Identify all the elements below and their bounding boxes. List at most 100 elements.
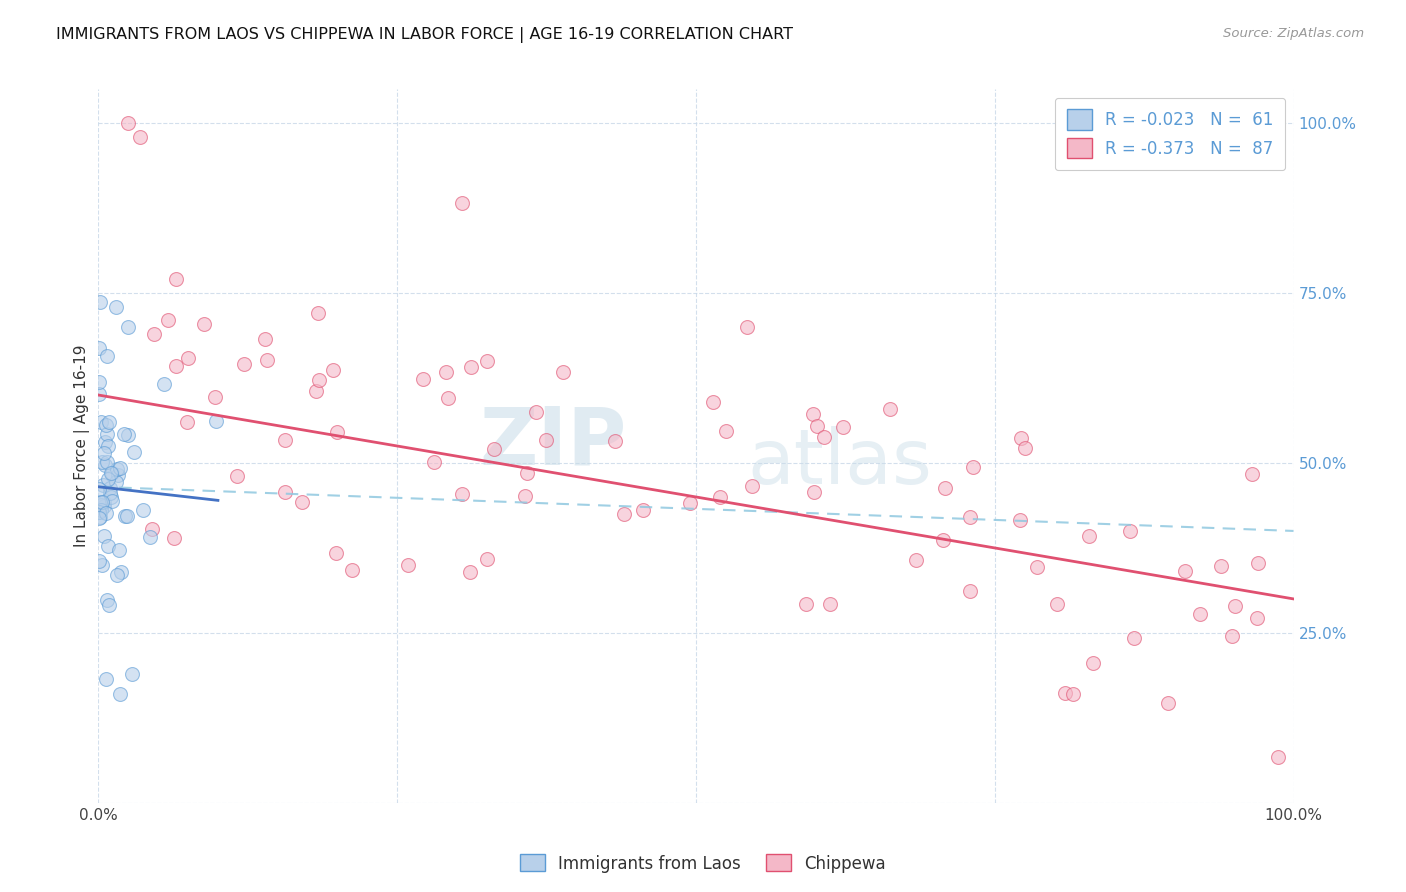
Point: [1241, 467, 1264, 481]
Point: [204, 390, 226, 404]
Point: [308, 373, 330, 387]
Point: [132, 503, 155, 517]
Point: [96, 673, 118, 687]
Point: [114, 508, 136, 523]
Point: [165, 359, 187, 373]
Point: [105, 300, 128, 314]
Point: [87, 505, 110, 519]
Point: [959, 509, 981, 524]
Point: [89, 483, 111, 497]
Point: [97, 472, 120, 486]
Point: [879, 402, 901, 417]
Point: [1267, 749, 1289, 764]
Point: [451, 487, 474, 501]
Point: [307, 306, 329, 320]
Point: [1025, 560, 1047, 574]
Point: [806, 418, 828, 433]
Point: [98, 598, 121, 612]
Point: [91, 477, 114, 491]
Point: [89, 495, 111, 509]
Point: [256, 352, 278, 367]
Point: [96, 455, 118, 469]
Point: [326, 425, 349, 439]
Point: [1010, 431, 1032, 445]
Point: [100, 466, 122, 480]
Point: [139, 531, 162, 545]
Point: [813, 430, 835, 444]
Point: [735, 319, 758, 334]
Legend: Immigrants from Laos, Chippewa: Immigrants from Laos, Chippewa: [513, 847, 893, 880]
Y-axis label: In Labor Force | Age 16-19: In Labor Force | Age 16-19: [75, 344, 90, 548]
Point: [1046, 597, 1069, 611]
Point: [94, 458, 117, 473]
Point: [108, 687, 131, 701]
Point: [1246, 611, 1268, 625]
Point: [1223, 599, 1246, 613]
Point: [1062, 687, 1084, 701]
Point: [97, 416, 120, 430]
Point: [322, 363, 344, 377]
Point: [436, 391, 458, 405]
Point: [1189, 607, 1212, 621]
Point: [254, 332, 277, 346]
Point: [1010, 513, 1032, 527]
Point: [108, 461, 131, 475]
Point: [93, 446, 115, 460]
Point: [91, 455, 114, 469]
Point: [1119, 524, 1142, 538]
Point: [274, 485, 297, 500]
Point: [801, 408, 824, 422]
Point: [89, 553, 111, 567]
Point: [934, 481, 956, 495]
Point: [534, 433, 557, 447]
Point: [93, 500, 115, 514]
Point: [709, 490, 731, 504]
Point: [524, 405, 547, 419]
Point: [305, 384, 328, 398]
Point: [475, 551, 498, 566]
Point: [1222, 629, 1244, 643]
Point: [96, 426, 118, 441]
Text: Source: ZipAtlas.com: Source: ZipAtlas.com: [1223, 27, 1364, 40]
Point: [105, 567, 128, 582]
Point: [89, 375, 111, 389]
Point: [423, 455, 446, 469]
Point: [679, 496, 702, 510]
Point: [165, 272, 187, 286]
Point: [96, 593, 118, 607]
Point: [325, 546, 347, 560]
Point: [93, 495, 115, 509]
Point: [832, 420, 855, 434]
Point: [613, 508, 636, 522]
Point: [396, 558, 419, 572]
Point: [101, 494, 124, 508]
Point: [129, 129, 152, 144]
Point: [436, 365, 458, 379]
Point: [458, 566, 481, 580]
Point: [274, 433, 297, 447]
Point: [477, 354, 499, 368]
Point: [94, 417, 117, 432]
Point: [107, 467, 129, 482]
Point: [124, 444, 146, 458]
Point: [153, 376, 176, 391]
Point: [551, 365, 574, 379]
Point: [97, 539, 120, 553]
Text: IMMIGRANTS FROM LAOS VS CHIPPEWA IN LABOR FORCE | AGE 16-19 CORRELATION CHART: IMMIGRANTS FROM LAOS VS CHIPPEWA IN LABO…: [56, 27, 793, 43]
Point: [603, 434, 626, 448]
Point: [98, 481, 121, 495]
Point: [89, 510, 111, 524]
Point: [959, 583, 981, 598]
Point: [516, 466, 538, 480]
Point: [714, 424, 737, 438]
Point: [176, 351, 198, 365]
Point: [818, 597, 841, 611]
Point: [90, 503, 112, 517]
Point: [932, 533, 955, 547]
Point: [460, 360, 482, 375]
Point: [96, 506, 118, 520]
Point: [104, 475, 127, 490]
Point: [96, 349, 118, 363]
Point: [340, 563, 363, 577]
Point: [105, 462, 128, 476]
